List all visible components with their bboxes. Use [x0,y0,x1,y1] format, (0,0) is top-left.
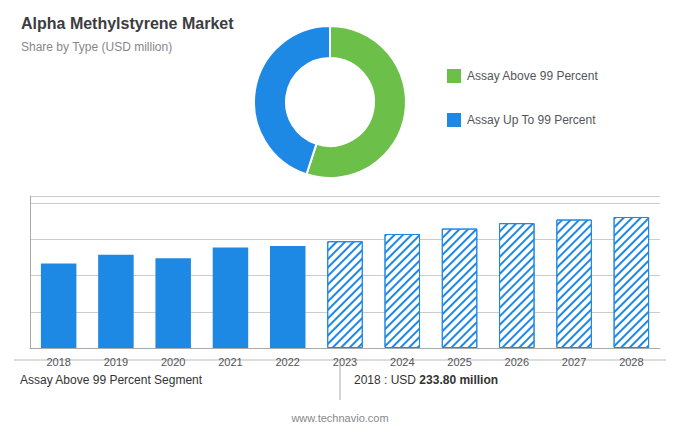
svg-text:2022: 2022 [275,356,299,368]
svg-text:www.technavio.com: www.technavio.com [290,412,388,424]
svg-text:Alpha Methylstyrene Market: Alpha Methylstyrene Market [21,15,234,32]
svg-text:2028: 2028 [619,356,643,368]
svg-text:Assay Up To 99 Percent: Assay Up To 99 Percent [467,113,596,127]
svg-text:2020: 2020 [161,356,185,368]
svg-text:Assay Above 99 Percent Segment: Assay Above 99 Percent Segment [20,373,203,387]
svg-text:2027: 2027 [562,356,586,368]
svg-text:Assay Above 99 Percent: Assay Above 99 Percent [467,69,598,83]
svg-text:2021: 2021 [218,356,242,368]
svg-text:2024: 2024 [390,356,414,368]
svg-text:Share by Type (USD million): Share by Type (USD million) [21,40,172,54]
svg-text:2019: 2019 [104,356,128,368]
svg-text:2018: 2018 [46,356,70,368]
svg-text:2023: 2023 [333,356,357,368]
svg-text:233.80 million: 233.80 million [419,373,498,387]
svg-text:2018 : USD: 2018 : USD [354,373,419,387]
svg-text:2025: 2025 [447,356,471,368]
svg-text:2026: 2026 [505,356,529,368]
